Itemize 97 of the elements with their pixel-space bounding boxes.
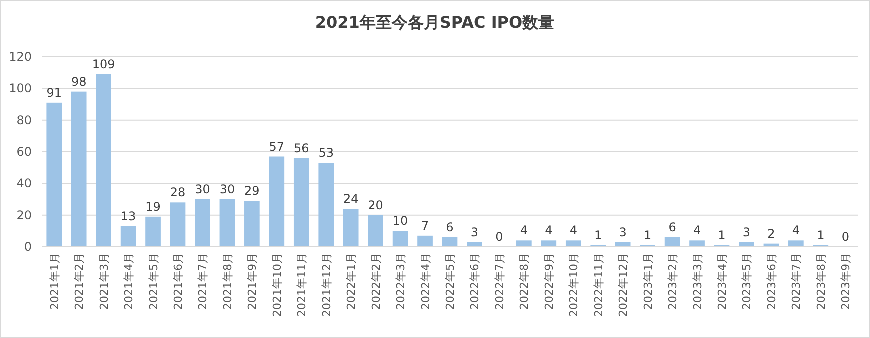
x-tick-label: 2023年9月 [840, 253, 853, 310]
bar [788, 240, 804, 247]
x-tick-label: 2022年9月 [542, 253, 556, 310]
bar [368, 215, 384, 247]
data-label: 1 [817, 228, 825, 242]
bar [418, 236, 433, 247]
x-tick-label: 2023年2月 [666, 253, 680, 310]
bar [566, 240, 582, 247]
data-label: 0 [842, 230, 850, 244]
x-tick-label: 2021年11月 [296, 253, 309, 317]
data-label: 28 [170, 186, 186, 200]
x-tick-label: 2022年4月 [419, 253, 432, 310]
x-tick-label: 2023年5月 [740, 253, 754, 310]
data-label: 3 [619, 225, 627, 240]
y-tick-label: 20 [16, 208, 32, 222]
bar [516, 240, 532, 247]
y-tick-label: 0 [24, 240, 32, 254]
x-tick-label: 2023年6月 [765, 253, 778, 310]
x-tick-label: 2021年12月 [320, 253, 334, 317]
bar [343, 209, 359, 247]
bar [170, 202, 186, 247]
data-label: 4 [545, 224, 553, 238]
x-tick-label: 2022年1月 [345, 253, 358, 310]
bar [46, 102, 62, 247]
y-tick-label: 80 [16, 113, 32, 128]
data-label: 29 [244, 184, 260, 198]
x-tick-label: 2021年2月 [73, 253, 86, 310]
x-tick-label: 2022年8月 [518, 253, 532, 310]
data-label: 1 [594, 228, 602, 242]
bar [96, 74, 112, 247]
bar [195, 200, 210, 247]
x-tick-label: 2023年8月 [814, 253, 828, 310]
data-label: 4 [570, 224, 578, 238]
bar [244, 201, 260, 247]
data-label: 4 [520, 224, 528, 238]
data-label: 10 [392, 214, 408, 228]
data-label: 7 [421, 218, 430, 233]
x-tick-label: 2021年8月 [221, 253, 234, 310]
bar [71, 92, 87, 247]
data-label: 0 [496, 230, 504, 244]
y-tick-label: 60 [16, 145, 32, 159]
x-tick-label: 2022年2月 [370, 253, 383, 310]
chart-title: 2021年至今各月SPAC IPO数量 [315, 13, 555, 32]
x-tick-label: 2021年3月 [98, 253, 111, 310]
data-label: 1 [718, 228, 726, 242]
data-label: 1 [644, 228, 652, 242]
x-tick-label: 2022年3月 [394, 253, 408, 310]
data-label: 30 [220, 182, 236, 196]
bar [220, 200, 236, 247]
data-label: 56 [294, 141, 310, 156]
x-tick-label: 2023年4月 [716, 253, 729, 310]
bar [690, 240, 705, 247]
bar [318, 163, 334, 247]
x-tick-label: 2022年7月 [493, 253, 506, 310]
x-tick-label: 2023年1月 [642, 253, 655, 310]
x-tick-label: 2021年9月 [246, 253, 260, 310]
data-label: 24 [343, 192, 359, 206]
data-label: 4 [792, 224, 800, 238]
x-tick-label: 2021年10月 [270, 253, 284, 317]
data-label: 57 [269, 140, 285, 154]
data-label: 6 [668, 220, 676, 234]
bar [120, 226, 136, 247]
bar [294, 158, 310, 247]
bar [664, 238, 680, 247]
data-label: 3 [742, 225, 751, 240]
x-tick-label: 2022年11月 [592, 253, 606, 317]
y-tick-label: 120 [9, 50, 32, 64]
data-label: 19 [146, 200, 161, 214]
x-tick-label: 2022年6月 [468, 253, 482, 310]
bar [146, 216, 161, 247]
x-tick-label: 2022年5月 [444, 253, 457, 310]
data-label: 3 [470, 225, 479, 240]
data-label: 13 [120, 209, 136, 224]
data-label: 98 [71, 74, 87, 89]
x-tick-label: 2023年3月 [691, 253, 704, 310]
data-label: 91 [46, 86, 62, 100]
data-label: 53 [318, 146, 334, 160]
data-label: 30 [195, 182, 210, 196]
x-tick-label: 2022年10月 [568, 253, 581, 317]
x-tick-label: 2021年1月 [48, 253, 62, 310]
bar [541, 240, 557, 247]
x-tick-label: 2023年7月 [790, 253, 804, 310]
y-tick-label: 40 [16, 176, 32, 191]
x-tick-label: 2021年4月 [122, 253, 136, 310]
bar [269, 156, 285, 247]
y-tick-label: 100 [9, 82, 32, 96]
data-label: 6 [446, 220, 454, 234]
data-label: 4 [693, 224, 702, 238]
x-tick-label: 2021年6月 [172, 253, 185, 310]
x-tick-label: 2022年12月 [617, 253, 630, 317]
data-label: 2 [768, 226, 776, 241]
bar [392, 231, 408, 247]
x-tick-label: 2021年5月 [147, 253, 160, 310]
data-label: 109 [92, 57, 116, 72]
bar [442, 238, 458, 247]
data-label: 20 [368, 198, 384, 212]
x-tick-label: 2021年7月 [196, 253, 210, 310]
